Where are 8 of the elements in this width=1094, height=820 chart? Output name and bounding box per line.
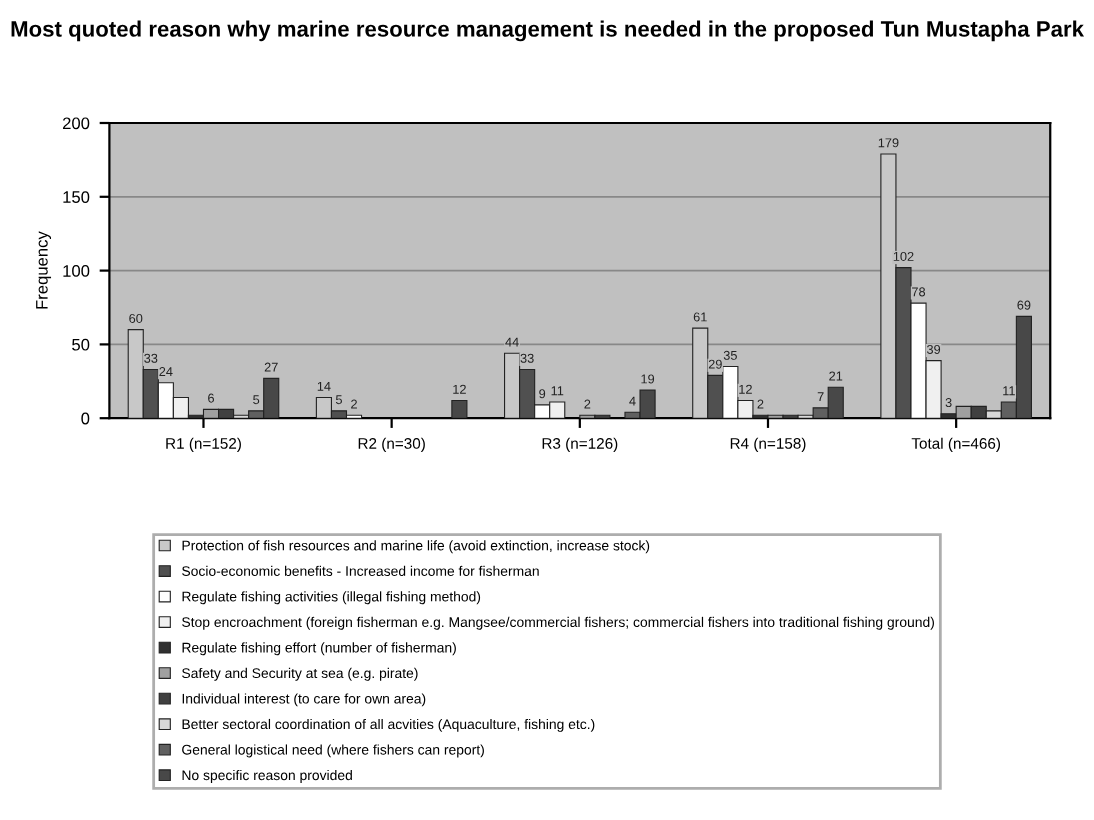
y-tick-label: 100 bbox=[63, 265, 90, 277]
y-tick-label: 200 bbox=[62, 117, 90, 130]
y-tick-label: 50 bbox=[72, 338, 90, 351]
bar bbox=[451, 399, 468, 419]
y-tick-label: 0 bbox=[81, 412, 90, 425]
y-axis-title: Frequency bbox=[36, 231, 52, 309]
chart-title: Most quoted reason why marine resource management is needed in the proposed Tun Mustapha Park bbox=[11, 20, 1085, 42]
y-tick-label: 150 bbox=[63, 191, 90, 203]
